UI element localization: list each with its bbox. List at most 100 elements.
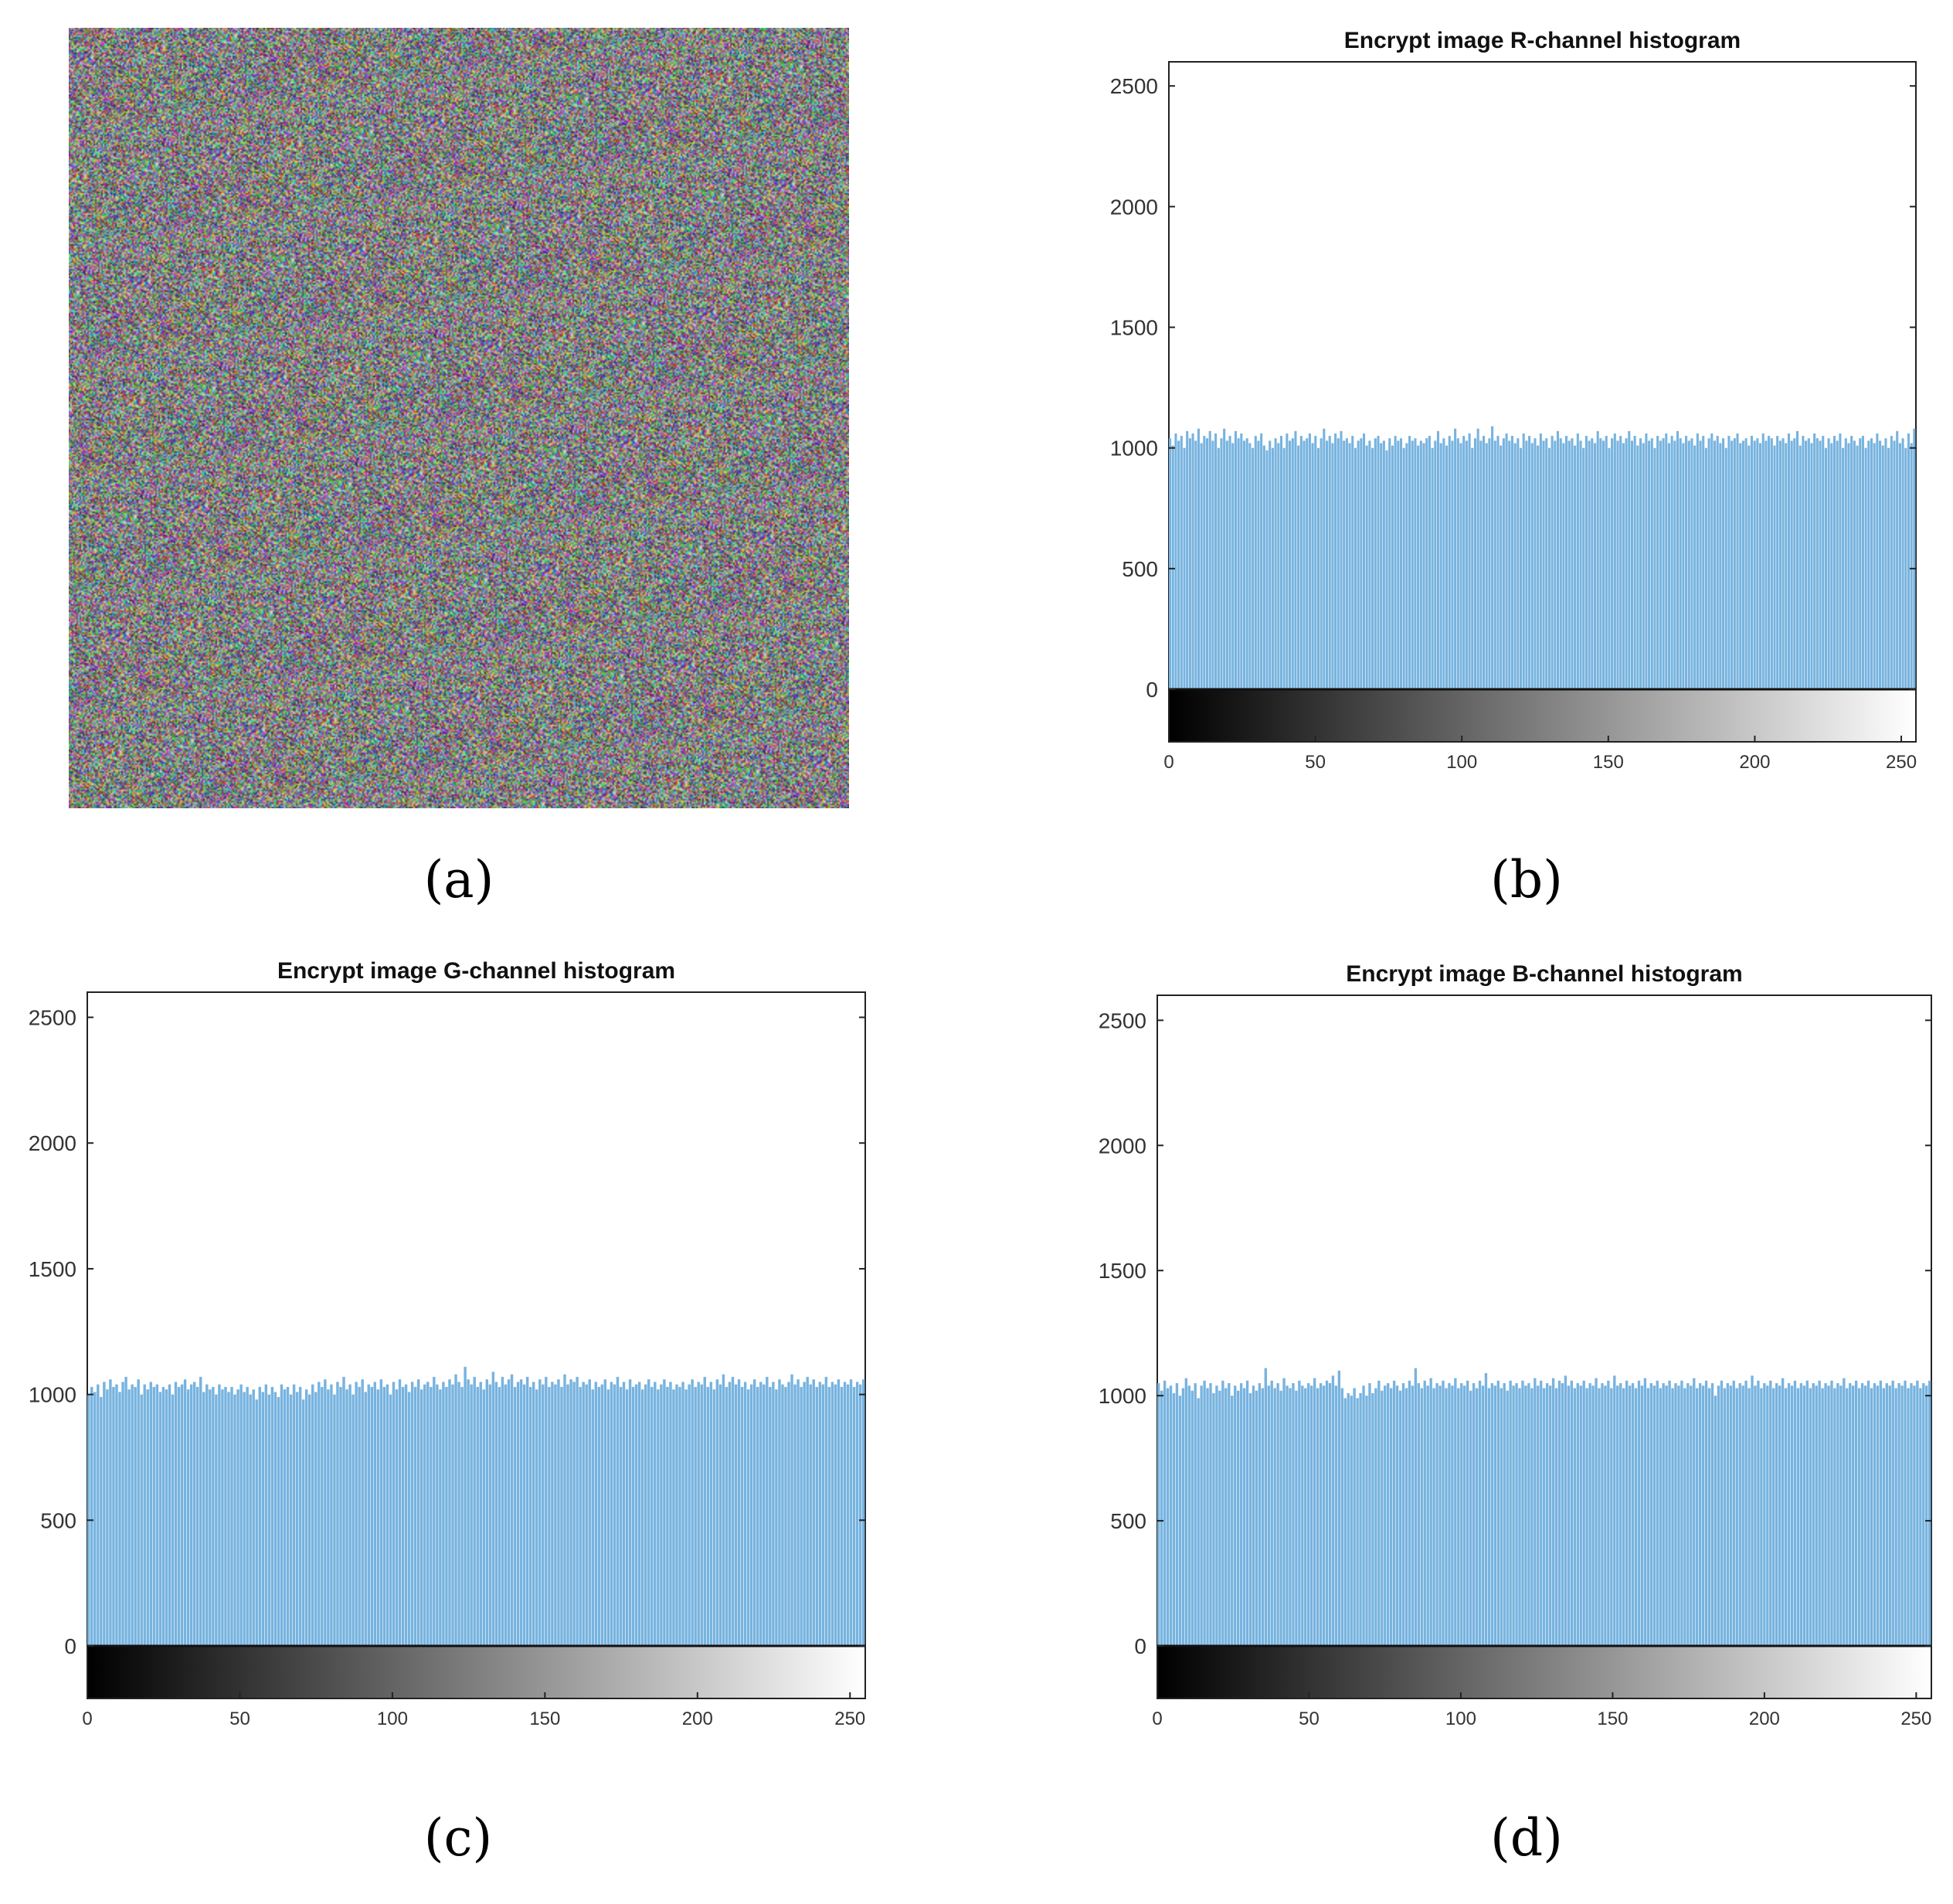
histogram-bar	[644, 1384, 647, 1646]
histogram-bar	[292, 1384, 296, 1646]
histogram-bar	[361, 1379, 364, 1646]
histogram-bar	[1423, 1380, 1426, 1646]
histogram-bar	[1844, 438, 1847, 689]
histogram-bar	[858, 1384, 862, 1646]
histogram-bar	[264, 1384, 268, 1646]
histogram-bar	[1677, 1386, 1680, 1646]
histogram-bar	[1919, 1388, 1922, 1646]
histogram-bar	[585, 1384, 588, 1646]
histogram-bar	[1898, 443, 1901, 689]
histogram-bar	[1316, 447, 1320, 689]
histogram-bar	[1479, 440, 1483, 689]
histogram-bar	[1242, 440, 1246, 689]
histogram-bar	[1414, 438, 1417, 689]
histogram-bar	[1181, 1388, 1185, 1646]
histogram-bar	[1356, 1398, 1359, 1646]
histogram-bar	[1628, 1386, 1632, 1646]
histogram-bar	[1343, 440, 1346, 689]
histogram-bar	[183, 1379, 187, 1646]
histogram-bar	[1228, 436, 1231, 689]
histogram-bar	[1680, 1380, 1683, 1646]
histogram-bar	[1576, 433, 1579, 689]
histogram-bar	[1596, 430, 1599, 689]
histogram-svg: Encrypt image B-channel histogram0500100…	[1099, 961, 1932, 1729]
histogram-bar	[345, 1389, 348, 1646]
histogram-bar	[1298, 1380, 1301, 1646]
x-tick-label: 100	[1445, 1708, 1476, 1729]
histogram-bar	[694, 1386, 697, 1646]
histogram-bar	[1362, 1386, 1365, 1646]
histogram-bar	[261, 1392, 264, 1646]
histogram-bar	[1177, 440, 1180, 689]
histogram-bar	[1870, 1388, 1873, 1646]
histogram-bar	[1567, 440, 1571, 689]
histogram-bar	[600, 1384, 604, 1646]
histogram-bar	[1557, 1380, 1561, 1646]
histogram-bar	[1676, 430, 1680, 689]
histogram-bar	[1304, 1388, 1307, 1646]
histogram-bar	[1225, 440, 1228, 689]
histogram-bar	[510, 1374, 514, 1646]
histogram-bar	[286, 1386, 290, 1646]
histogram-bar	[1876, 433, 1879, 689]
histogram-bar	[270, 1386, 274, 1646]
histogram-bar	[1570, 1380, 1574, 1646]
histogram-bar	[1175, 1382, 1179, 1646]
histogram-bar	[625, 1389, 629, 1646]
grayscale-colorbar	[1168, 688, 1917, 743]
histogram-bar	[1200, 1386, 1203, 1646]
histogram-bar	[787, 1382, 790, 1646]
histogram-bar	[321, 1386, 324, 1646]
noise-canvas	[69, 28, 849, 808]
histogram-bar	[1502, 438, 1505, 689]
histogram-bar	[1864, 447, 1867, 689]
histogram-bar	[1397, 440, 1400, 689]
histogram-bar	[1490, 1382, 1494, 1646]
histogram-bar	[1328, 1382, 1332, 1646]
histogram-bar	[781, 1384, 784, 1646]
histogram-bar	[1881, 445, 1884, 689]
histogram-bar	[1707, 438, 1710, 689]
histogram-bar	[1208, 430, 1211, 689]
histogram-bar	[1901, 438, 1904, 689]
histogram-bar	[1607, 1380, 1610, 1646]
histogram-bar	[1365, 1396, 1368, 1646]
histogram-bar	[675, 1384, 678, 1646]
histogram-bar	[1506, 1390, 1509, 1646]
histogram-bar	[189, 1384, 193, 1646]
histogram-bar	[634, 1384, 638, 1646]
histogram-bar	[1206, 1388, 1209, 1646]
histogram-bar	[1928, 1380, 1931, 1646]
histogram-bar	[1622, 443, 1625, 689]
histogram-bar	[1445, 445, 1449, 689]
histogram-bar	[1879, 1380, 1883, 1646]
histogram-bar	[1307, 1382, 1310, 1646]
histogram-bar	[498, 1386, 501, 1646]
histogram-bar	[1739, 443, 1742, 689]
x-tick-label: 0	[1163, 752, 1173, 773]
x-tick-label: 100	[377, 1708, 408, 1729]
histogram-bar	[1543, 1388, 1546, 1646]
histogram-bar	[1744, 1380, 1748, 1646]
histogram-bar	[1237, 438, 1240, 689]
histogram-bar	[426, 1382, 430, 1646]
histogram-bar	[1231, 1396, 1234, 1646]
histogram-bar	[519, 1379, 523, 1646]
histogram-bar	[1314, 436, 1317, 689]
histogram-bar	[401, 1386, 405, 1646]
y-tick-label: 1500	[1099, 1259, 1146, 1283]
histogram-bar	[834, 1384, 837, 1646]
histogram-bar	[852, 1386, 856, 1646]
histogram-bar	[840, 1386, 844, 1646]
histogram-r-channel: Encrypt image R-channel histogram 0 500 100…	[1066, 15, 1931, 804]
histogram-bar	[1419, 440, 1422, 689]
histogram-bar	[1186, 430, 1189, 689]
histogram-bar	[504, 1384, 508, 1646]
histogram-bar	[1382, 440, 1385, 689]
histogram-bar	[1462, 436, 1466, 689]
histogram-bar	[1585, 1388, 1588, 1646]
histogram-bar	[1836, 1382, 1839, 1646]
y-tick-label: 1500	[29, 1257, 76, 1281]
y-tick-label: 1000	[29, 1383, 76, 1407]
histogram-bar	[1591, 438, 1594, 689]
